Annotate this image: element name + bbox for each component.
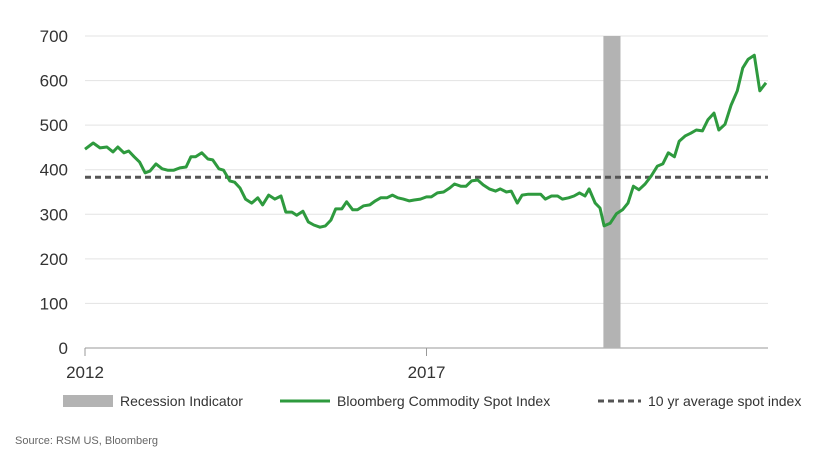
recession-band (603, 36, 621, 348)
y-tick-label: 500 (40, 116, 68, 135)
y-tick-label: 200 (40, 250, 68, 269)
y-tick-label: 300 (40, 205, 68, 224)
source-note: Source: RSM US, Bloomberg (15, 435, 158, 447)
y-tick-label: 100 (40, 294, 68, 313)
y-tick-label: 400 (40, 161, 68, 180)
y-tick-label: 700 (40, 27, 68, 46)
legend-label: Recession Indicator (120, 393, 243, 409)
legend-swatch (63, 395, 113, 407)
y-tick-label: 0 (59, 339, 68, 358)
x-tick-label: 2012 (66, 363, 104, 382)
series-line (84, 53, 768, 229)
legend-label: Bloomberg Commodity Spot Index (337, 393, 550, 409)
x-tick-label: 2017 (408, 363, 446, 382)
y-tick-label: 600 (40, 72, 68, 91)
legend-label: 10 yr average spot index (648, 393, 801, 409)
